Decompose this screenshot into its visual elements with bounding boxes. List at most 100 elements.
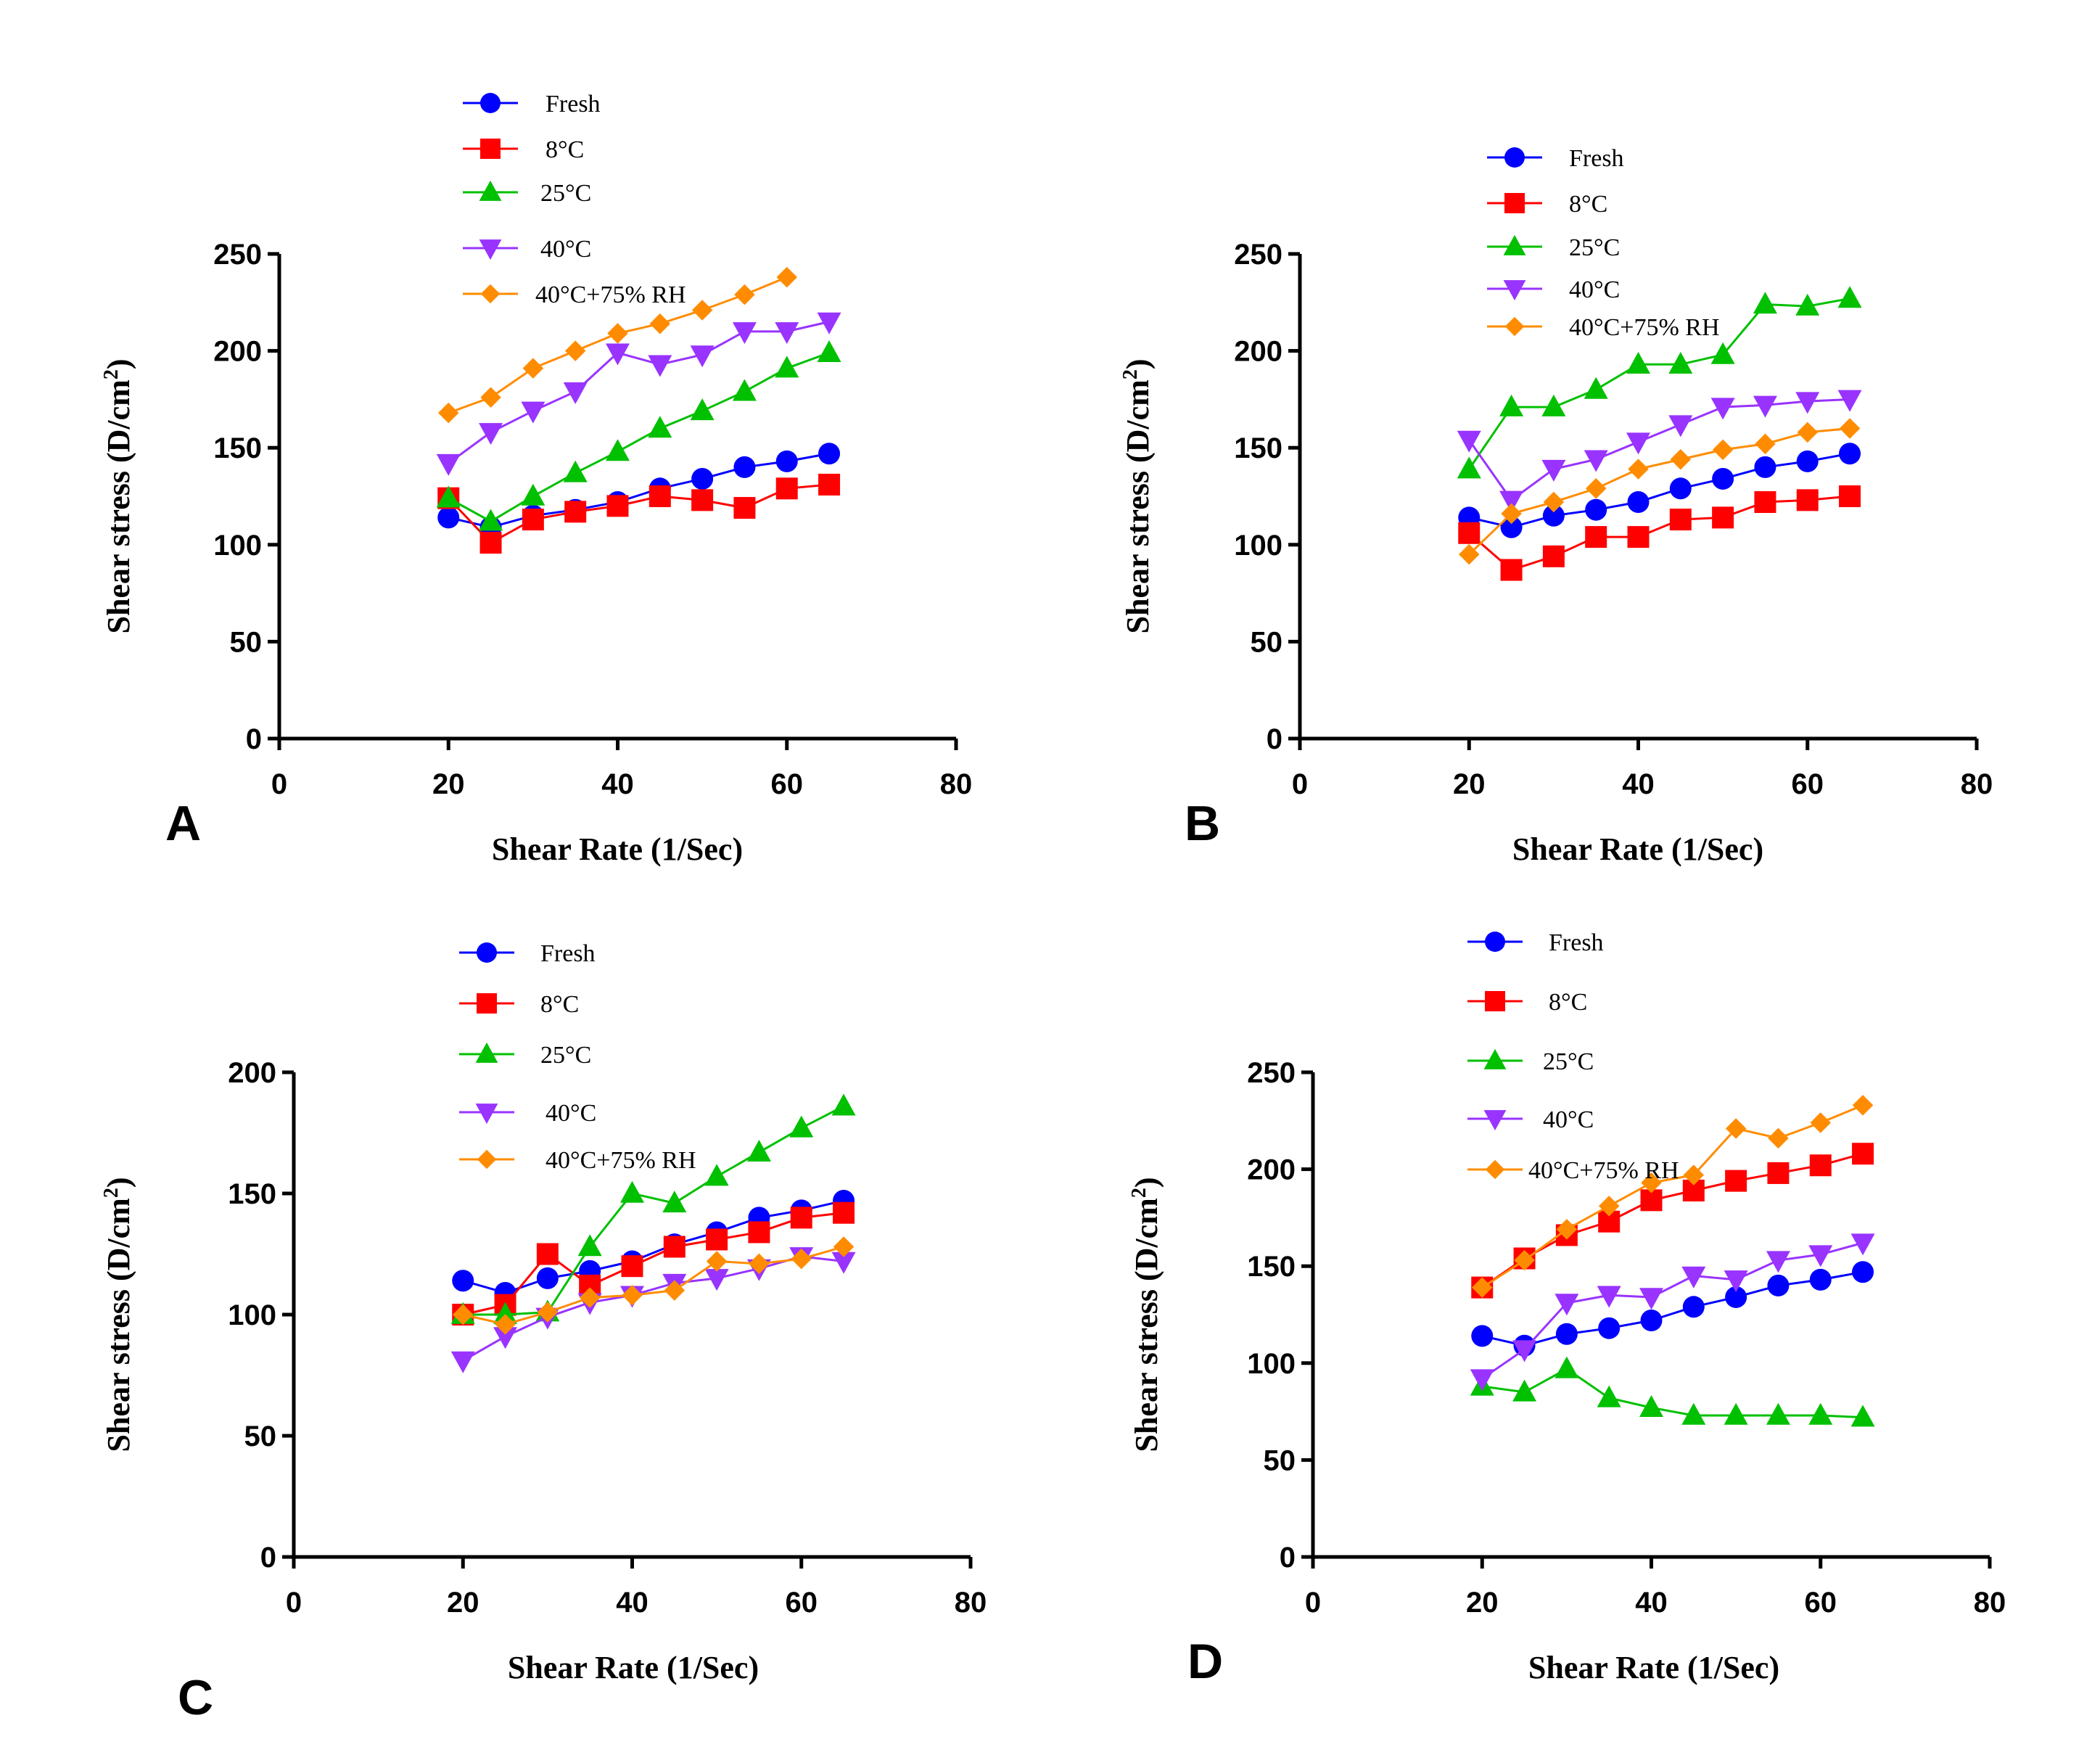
y-tick-label-c-4: 200 [228, 1057, 276, 1089]
point-b-3-2 [1541, 459, 1566, 482]
x-tick-label-b-1: 20 [1453, 768, 1486, 800]
point-a-0-6 [691, 467, 714, 490]
point-a-2-3 [563, 460, 588, 482]
point-b-0-1 [1500, 516, 1523, 538]
point-a-2-4 [606, 439, 630, 461]
point-b-1-1 [1500, 559, 1523, 581]
point-b-3-0 [1457, 430, 1481, 453]
point-a-3-9 [817, 312, 841, 334]
point-a-1-4 [606, 495, 629, 517]
point-d-0-4 [1640, 1310, 1663, 1332]
point-d-2-6 [1724, 1402, 1748, 1425]
point-b-2-4 [1626, 352, 1650, 374]
point-a-3-3 [563, 382, 588, 404]
series-c-4 [453, 1236, 855, 1335]
point-c-2-9 [831, 1093, 856, 1116]
y-axis-title-sup-a: 2 [100, 369, 123, 379]
point-b-1-3 [1585, 526, 1607, 548]
legend-item-b-1: 8°C [1487, 191, 1607, 218]
legend-item-d-1: 8°C [1467, 989, 1587, 1016]
legend-label-a-2: 25°C [540, 180, 591, 207]
y-tick-label-b-5: 250 [1234, 239, 1282, 271]
point-b-4-6 [1712, 439, 1734, 461]
point-d-1-9 [1852, 1143, 1874, 1165]
point-b-0-9 [1839, 443, 1861, 465]
legend-marker-a-4 [480, 284, 501, 304]
legend-label-c-3: 40°C [545, 1100, 596, 1127]
point-b-1-7 [1754, 491, 1776, 514]
point-a-3-6 [690, 345, 715, 368]
legend-item-c-3: 40°C [459, 1100, 596, 1127]
series-c-1 [452, 1201, 855, 1326]
y-axis-title-sup-d: 2 [1128, 1188, 1150, 1198]
y-tick-label-a-0: 0 [246, 723, 262, 755]
point-a-2-0 [436, 485, 461, 508]
point-a-2-7 [732, 379, 757, 401]
panel-a: 0 50 100 150 200 250 0 20 40 60 80 Shear Rate (1/Se… [100, 91, 972, 867]
point-d-4-2 [1556, 1219, 1578, 1240]
point-c-4-4 [622, 1285, 643, 1306]
series-a-4 [438, 266, 797, 424]
point-a-3-1 [479, 423, 503, 445]
series-line-a-2 [448, 351, 830, 523]
y-tick-label-c-2: 100 [228, 1299, 276, 1331]
legend-marker-c-1 [477, 993, 497, 1014]
series-line-a-3 [448, 321, 830, 464]
y-tick-label-d-4: 200 [1247, 1154, 1296, 1186]
point-a-3-2 [521, 401, 545, 424]
point-c-4-9 [833, 1236, 855, 1257]
y-axis-title-c: Shear stress (D/cm2) [100, 1177, 136, 1452]
legend-label-a-4: 40°C+75% RH [535, 281, 686, 308]
point-a-0-9 [818, 443, 841, 465]
y-tick-label-d-3: 150 [1247, 1251, 1296, 1283]
series-b-4 [1459, 418, 1861, 565]
point-d-2-1 [1512, 1379, 1537, 1402]
series-line-d-1 [1481, 1152, 1864, 1288]
panel-label-b: B [1185, 796, 1220, 851]
x-tick-label-b-0: 0 [1292, 768, 1308, 800]
legend-label-d-0: Fresh [1549, 929, 1604, 956]
y-tick-label-d-2: 100 [1247, 1348, 1296, 1380]
legend-item-a-1: 8°C [463, 136, 584, 163]
series-b-0 [1458, 443, 1861, 538]
point-c-1-4 [621, 1255, 643, 1278]
legend-label-d-1: 8°C [1549, 989, 1587, 1016]
point-b-3-7 [1753, 395, 1777, 418]
x-tick-label-d-3: 60 [1805, 1587, 1837, 1619]
point-d-0-2 [1555, 1323, 1578, 1345]
point-d-2-9 [1850, 1405, 1875, 1427]
series-line-d-4 [1481, 1104, 1864, 1288]
x-tick-label-d-4: 80 [1974, 1587, 2006, 1619]
y-tick-label-a-4: 200 [213, 336, 262, 368]
y-axis-title-a: Shear stress (D/cm2) [100, 359, 136, 634]
point-b-4-5 [1670, 448, 1692, 470]
legend-marker-c-2 [475, 1042, 498, 1063]
point-c-1-9 [833, 1201, 855, 1224]
series-line-a-1 [448, 483, 830, 545]
point-b-4-9 [1839, 418, 1861, 439]
point-b-1-0 [1458, 522, 1481, 544]
legend-marker-d-1 [1485, 991, 1505, 1011]
point-d-1-7 [1767, 1162, 1790, 1184]
y-tick-label-a-5: 250 [213, 239, 262, 271]
series-line-d-0 [1481, 1270, 1864, 1347]
point-d-3-5 [1681, 1266, 1706, 1288]
point-c-3-0 [450, 1351, 475, 1373]
legend-label-d-2: 25°C [1543, 1048, 1594, 1075]
series-line-b-0 [1468, 452, 1850, 529]
x-tick-label-d-0: 0 [1305, 1587, 1321, 1619]
y-axis-title-main-b: Shear stress (D/cm [1120, 379, 1156, 633]
legend-item-d-4: 40°C+75% RH [1467, 1157, 1679, 1184]
point-d-0-6 [1725, 1286, 1747, 1308]
y-tick-label-a-1: 50 [230, 626, 263, 658]
point-d-3-7 [1766, 1251, 1790, 1273]
point-b-0-8 [1796, 450, 1819, 472]
point-c-2-1 [493, 1302, 518, 1324]
point-b-2-3 [1584, 377, 1608, 399]
legend-item-d-2: 25°C [1467, 1048, 1594, 1075]
x-tick-label-a-1: 20 [432, 768, 465, 800]
legend-item-d-0: Fresh [1467, 929, 1604, 956]
point-c-0-2 [536, 1267, 559, 1289]
point-d-3-0 [1470, 1369, 1494, 1392]
legend-item-b-2: 25°C [1487, 234, 1620, 261]
